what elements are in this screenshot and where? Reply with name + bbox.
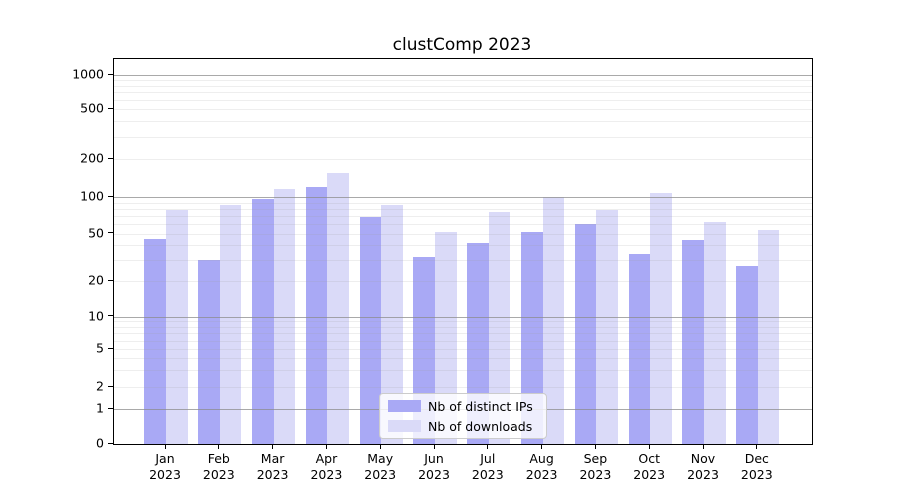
x-tick <box>218 444 220 449</box>
y-tick <box>108 107 113 109</box>
y-tick-label: 5 <box>96 340 104 356</box>
x-tick-label: Jun 2023 <box>418 451 450 482</box>
gridline-minor <box>114 92 812 94</box>
bar <box>251 198 274 444</box>
gridline-minor <box>114 80 812 82</box>
x-tick-label: May 2023 <box>364 451 397 482</box>
y-tick <box>108 232 113 234</box>
bar <box>488 211 511 444</box>
x-tick-label: Nov 2023 <box>687 451 719 482</box>
y-tick <box>108 157 113 159</box>
bar <box>736 265 758 444</box>
x-tick-label: Jan 2023 <box>149 451 181 482</box>
bar <box>198 260 220 444</box>
bar <box>650 193 672 444</box>
x-tick-label: Jul 2023 <box>471 451 504 482</box>
x-tick <box>648 444 650 449</box>
x-tick-label: Mar 2023 <box>256 451 289 482</box>
x-tick <box>756 444 758 449</box>
legend-row-downloads: Nb of downloads <box>388 419 538 434</box>
gridline-minor <box>114 208 812 210</box>
bar <box>542 197 565 444</box>
legend-swatch-downloads <box>388 419 421 433</box>
legend-row-distinct-ips: Nb of distinct IPs <box>388 399 538 414</box>
bar <box>219 205 242 444</box>
gridline-major <box>114 75 812 76</box>
y-tick <box>108 442 113 444</box>
bar <box>757 229 780 444</box>
y-tick-label: 500 <box>80 100 104 116</box>
y-tick-label: 1000 <box>72 66 104 82</box>
gridline-minor <box>114 109 812 110</box>
plot-area: Nb of distinct IPs Nb of downloads <box>113 58 813 445</box>
x-tick-label: Feb 2023 <box>202 451 235 482</box>
y-tick-label: 100 <box>80 188 104 204</box>
bar <box>305 187 328 444</box>
y-tick <box>108 73 113 75</box>
y-tick <box>108 315 113 317</box>
bar <box>682 240 704 444</box>
y-tick <box>108 279 113 281</box>
y-tick <box>108 347 113 349</box>
legend-label-distinct-ips: Nb of distinct IPs <box>428 398 533 414</box>
x-tick-label: Aug 2023 <box>525 451 558 482</box>
gridline-minor <box>114 159 812 161</box>
y-tick-label: 10 <box>88 308 104 323</box>
gridline-minor <box>114 100 812 102</box>
y-tick <box>108 407 113 409</box>
y-tick-label: 1 <box>96 400 104 416</box>
x-tick <box>487 444 489 449</box>
bar <box>596 210 619 444</box>
x-tick <box>164 444 166 449</box>
gridline-minor <box>114 121 812 123</box>
gridline-minor <box>114 202 812 204</box>
legend: Nb of distinct IPs Nb of downloads <box>379 393 547 439</box>
bar <box>327 173 350 444</box>
y-tick-label: 2 <box>96 378 104 394</box>
bar <box>359 216 382 444</box>
x-tick-label: Dec 2023 <box>740 451 773 482</box>
bar <box>628 253 651 444</box>
bar <box>704 222 726 444</box>
x-tick <box>541 444 543 449</box>
x-tick <box>379 444 381 449</box>
bar <box>435 231 457 444</box>
gridline-major <box>114 197 812 198</box>
bar <box>144 239 166 444</box>
gridline-minor <box>114 215 812 217</box>
x-tick <box>272 444 274 449</box>
y-tick-label: 20 <box>88 272 104 288</box>
y-tick <box>108 195 113 197</box>
x-tick <box>702 444 704 449</box>
gridline-minor <box>114 137 812 139</box>
y-tick-label: 200 <box>80 150 104 166</box>
bar <box>273 188 296 444</box>
bar <box>381 205 403 444</box>
y-tick <box>108 385 113 387</box>
legend-label-downloads: Nb of downloads <box>428 418 533 434</box>
bar <box>574 224 597 444</box>
bar <box>520 231 543 444</box>
y-tick-label: 50 <box>88 225 104 241</box>
x-tick <box>325 444 328 449</box>
x-tick-label: Apr 2023 <box>310 451 343 482</box>
gridline-minor <box>114 85 812 87</box>
chart-title: clustComp 2023 <box>392 35 532 55</box>
y-tick-label: 0 <box>96 435 104 451</box>
x-tick <box>433 444 435 449</box>
x-tick-label: Sep 2023 <box>579 451 612 482</box>
x-tick <box>594 444 597 449</box>
x-tick-label: Oct 2023 <box>633 451 666 482</box>
legend-swatch-distinct-ips <box>388 399 421 413</box>
bar <box>166 210 188 444</box>
